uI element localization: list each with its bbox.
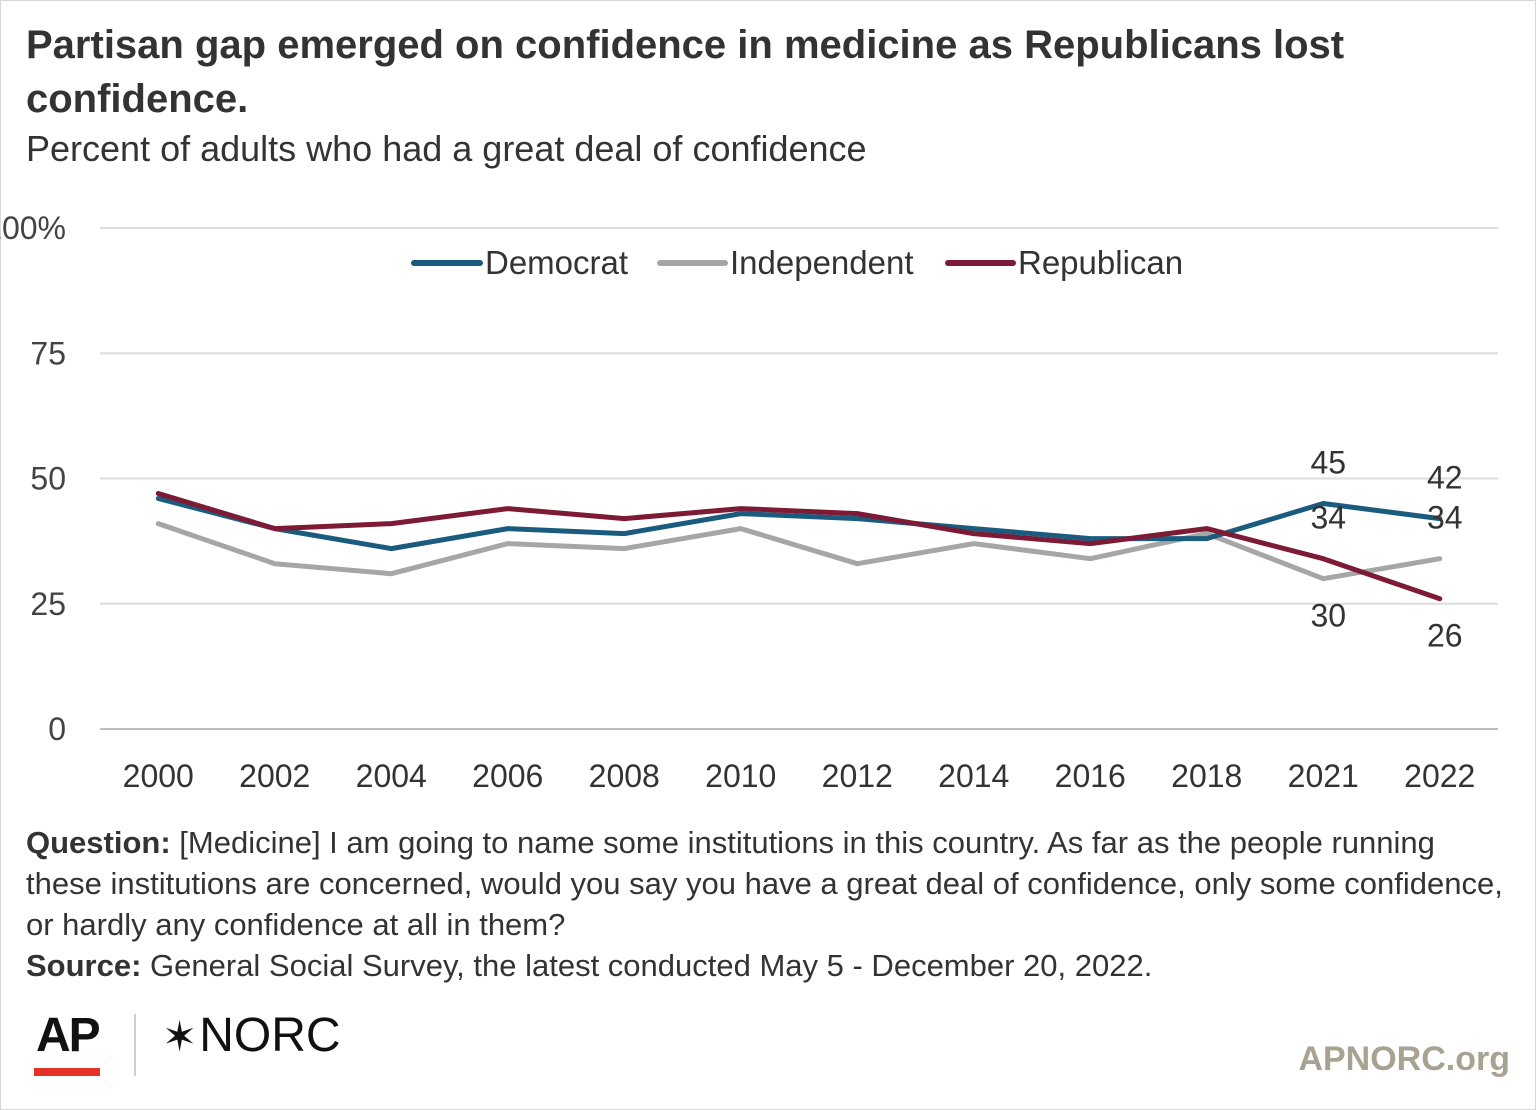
y-tick-label: 50 — [30, 461, 66, 497]
y-axis-ticks: 0 25 50 75 100% — [0, 210, 66, 747]
ap-logo-bar — [34, 1068, 100, 1076]
x-tick-label: 2004 — [356, 758, 427, 794]
legend-label-republican: Republican — [1018, 244, 1183, 281]
question-label: Question: — [26, 825, 171, 860]
y-tick-label: 100% — [0, 210, 66, 246]
series-line-republican — [155, 491, 1443, 602]
x-tick-label: 2012 — [822, 758, 893, 794]
legend-label-independent: Independent — [730, 244, 914, 281]
data-label: 34 — [1310, 500, 1346, 536]
data-label: 34 — [1427, 500, 1463, 536]
source-text: General Social Survey, the latest conduc… — [141, 948, 1153, 983]
data-label: 30 — [1310, 598, 1346, 634]
x-tick-label: 2022 — [1404, 758, 1475, 794]
x-tick-label: 2008 — [589, 758, 660, 794]
logo-divider — [134, 1014, 136, 1076]
x-tick-label: 2016 — [1055, 758, 1126, 794]
legend-label-democrat: Democrat — [485, 244, 628, 281]
norc-logo-text: NORC — [199, 1009, 341, 1062]
series-lines — [155, 491, 1443, 602]
x-tick-label: 2006 — [472, 758, 543, 794]
x-tick-label: 2018 — [1171, 758, 1242, 794]
data-label: 45 — [1310, 445, 1346, 481]
data-label: 42 — [1427, 460, 1463, 496]
x-axis-ticks: 2000 2002 2004 2006 2008 2010 2012 2014 2016 2018… — [123, 758, 1476, 794]
chart-notes: Question: [Medicine] I am going to name … — [26, 822, 1506, 986]
source-label: Source: — [26, 948, 142, 983]
source-note: Source: General Social Survey, the lates… — [26, 945, 1506, 986]
legend: Democrat Independent Republican — [411, 244, 1183, 281]
y-tick-label: 25 — [30, 586, 66, 622]
question-note: Question: [Medicine] I am going to name … — [26, 822, 1506, 945]
ap-logo: AP — [36, 1009, 101, 1062]
chart-title: Partisan gap emerged on confidence in me… — [26, 23, 1345, 121]
x-tick-label: 2010 — [705, 758, 776, 794]
site-link[interactable]: APNORC.org — [1298, 1040, 1510, 1078]
series-line-independent — [155, 521, 1443, 582]
gridlines — [100, 227, 1498, 730]
question-text: [Medicine] I am going to name some insti… — [26, 825, 1503, 942]
data-labels: 45 42 34 34 30 26 — [1310, 445, 1462, 654]
x-tick-label: 2000 — [123, 758, 194, 794]
line-chart: 0 25 50 75 100% 2000 2002 2004 2006 2008 2010 2012… — [0, 210, 1498, 794]
x-tick-label: 2014 — [938, 758, 1009, 794]
y-tick-label: 0 — [48, 711, 66, 747]
data-label: 26 — [1427, 618, 1463, 654]
x-tick-label: 2002 — [239, 758, 310, 794]
norc-logo: ✶NORC — [162, 1008, 341, 1065]
x-tick-label: 2021 — [1288, 758, 1359, 794]
chart-subtitle: Percent of adults who had a great deal o… — [26, 128, 867, 169]
norc-star-icon: ✶ — [162, 1013, 198, 1060]
y-tick-label: 75 — [30, 335, 66, 371]
